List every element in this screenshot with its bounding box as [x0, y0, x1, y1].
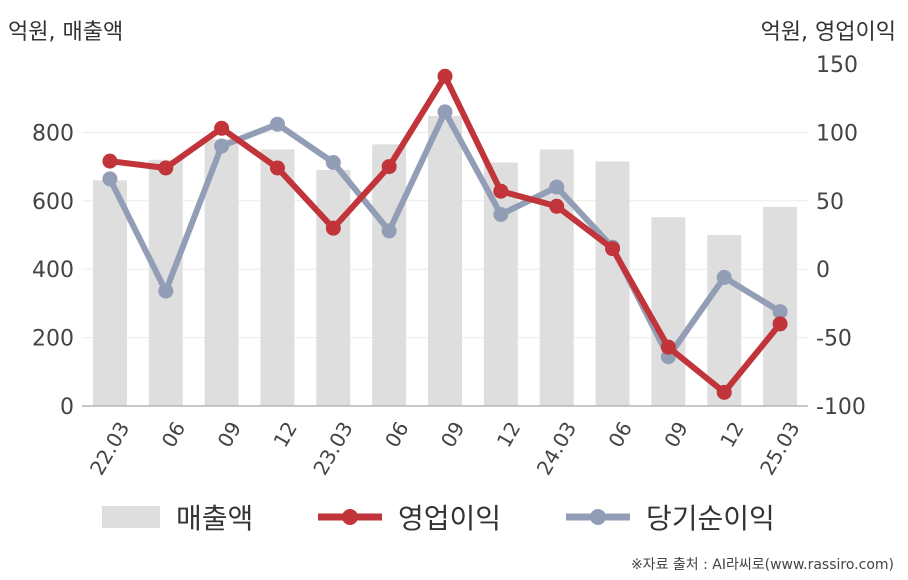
- point-operating-profit: [716, 384, 732, 400]
- left-axis-unit: 억원, 매출액: [8, 20, 124, 45]
- point-operating-profit: [605, 241, 621, 257]
- left-tick-label: 800: [32, 121, 74, 146]
- legend-item-operating-profit: 영업이익: [318, 492, 501, 542]
- bar-revenue: [372, 144, 407, 406]
- point-net-income: [381, 223, 397, 239]
- right-tick-label: 100: [816, 121, 858, 146]
- right-tick-label: 50: [816, 190, 844, 215]
- point-net-income: [549, 179, 565, 195]
- legend-swatch-operating-profit: [318, 509, 382, 525]
- bar-revenue: [92, 180, 127, 406]
- right-tick-label: 0: [816, 258, 830, 283]
- left-tick-label: 400: [32, 258, 74, 283]
- x-tick-label: 12: [492, 418, 526, 452]
- point-net-income: [158, 283, 174, 299]
- x-tick-label: 23.03: [308, 418, 357, 480]
- point-operating-profit: [158, 160, 174, 176]
- point-operating-profit: [437, 68, 453, 84]
- point-operating-profit: [772, 316, 788, 332]
- point-operating-profit: [493, 183, 509, 199]
- point-net-income: [102, 171, 118, 187]
- legend-swatch-revenue: [102, 506, 160, 528]
- source-note: ※자료 출처 : AI라씨로(www.rassiro.com): [630, 557, 894, 573]
- legend-item-net-income: 당기순이익: [566, 492, 775, 542]
- chart-area: 0 200 400 600 800 -100 -50 0 50 100 150 22.03 06 09 12…: [32, 53, 866, 480]
- x-tick-label: 09: [213, 418, 247, 452]
- legend-label-revenue: 매출액: [176, 502, 254, 535]
- x-tick-label: 22.03: [85, 418, 134, 480]
- legend-label-operating-profit: 영업이익: [398, 502, 502, 535]
- legend-label-net-income: 당기순이익: [646, 502, 775, 535]
- x-tick-label: 12: [715, 418, 749, 452]
- legend-item-revenue: 매출액: [102, 492, 253, 542]
- bar-revenue: [260, 149, 295, 406]
- x-tick-label: 09: [436, 418, 470, 452]
- legend: 매출액 영업이익 당기순이익: [0, 492, 908, 542]
- point-net-income: [772, 304, 788, 320]
- legend-swatch-net-income: [566, 509, 630, 525]
- bar-revenue: [428, 115, 462, 406]
- left-tick-label: 0: [60, 395, 74, 420]
- point-operating-profit: [549, 198, 565, 214]
- point-net-income: [214, 138, 230, 154]
- point-operating-profit: [102, 153, 118, 169]
- bar-revenue: [595, 161, 630, 406]
- point-operating-profit: [660, 339, 676, 355]
- x-tick-label: 06: [157, 418, 191, 452]
- point-net-income: [269, 116, 285, 132]
- x-tick-label: 12: [268, 418, 302, 452]
- point-net-income: [325, 154, 341, 170]
- left-tick-label: 600: [32, 190, 74, 215]
- x-tick-label: 09: [659, 418, 693, 452]
- bar-revenue: [316, 170, 351, 406]
- point-operating-profit: [381, 159, 397, 175]
- left-tick-label: 200: [32, 327, 74, 352]
- x-tick-label: 24.03: [532, 418, 581, 480]
- point-operating-profit: [325, 220, 341, 236]
- x-tick-label: 06: [380, 418, 414, 452]
- bar-revenue: [651, 217, 686, 406]
- point-net-income: [716, 269, 732, 285]
- point-operating-profit: [269, 160, 285, 176]
- point-net-income: [437, 104, 453, 120]
- point-net-income: [493, 206, 509, 222]
- right-axis-unit: 억원, 영업이익: [760, 20, 896, 45]
- x-tick-label: 06: [603, 418, 637, 452]
- x-tick-label: 25.03: [755, 418, 804, 480]
- bar-revenue: [483, 162, 518, 406]
- right-tick-label: 150: [816, 53, 858, 78]
- right-tick-label: -100: [816, 395, 866, 420]
- right-tick-label: -50: [816, 327, 852, 352]
- point-operating-profit: [214, 120, 230, 136]
